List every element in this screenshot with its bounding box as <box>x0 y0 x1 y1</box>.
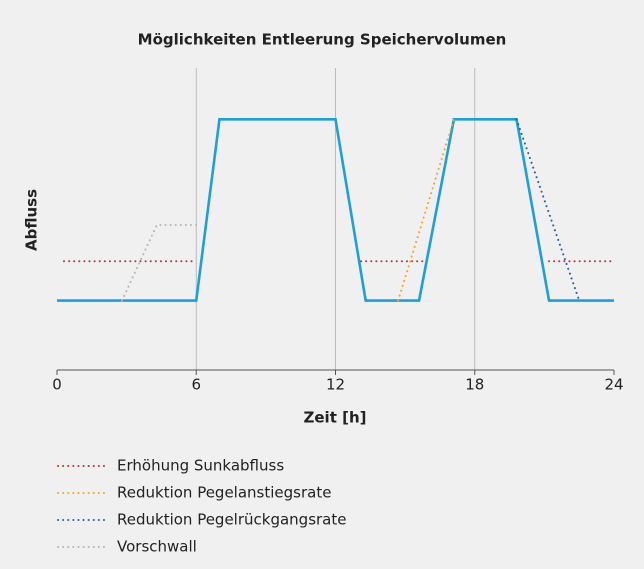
dotted-line <box>120 224 202 302</box>
x-tick-label: 12 <box>326 376 345 394</box>
legend-label: Reduktion Pegelrückgangsrate <box>117 511 346 529</box>
legend-label: Reduktion Pegelanstiegsrate <box>117 484 331 502</box>
chart-title: Möglichkeiten Entleerung Speichervolumen <box>138 31 507 49</box>
y-axis-label: Abfluss <box>23 189 41 251</box>
x-tick-label: 6 <box>191 376 201 394</box>
dotted-line <box>397 118 455 302</box>
x-axis-label: Zeit [h] <box>304 409 367 427</box>
legend-label: Vorschwall <box>117 538 197 556</box>
x-tick-label: 0 <box>52 376 62 394</box>
x-tick-label: 24 <box>604 376 623 394</box>
line <box>57 118 614 302</box>
x-tick-label: 18 <box>465 376 484 394</box>
legend-label: Erhöhung Sunkabfluss <box>117 457 284 475</box>
